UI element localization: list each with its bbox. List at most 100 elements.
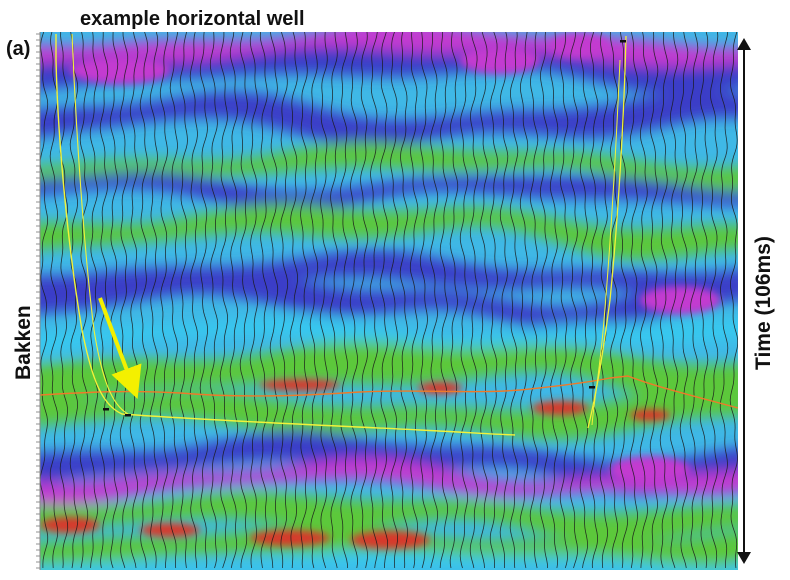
wiggle-trace bbox=[69, 32, 79, 569]
wiggle-trace bbox=[659, 32, 669, 569]
wiggle-trace bbox=[479, 32, 489, 569]
wiggle-trace bbox=[719, 32, 729, 568]
amplitude-band bbox=[40, 492, 738, 544]
wiggle-trace bbox=[399, 32, 409, 569]
wiggle-trace bbox=[179, 32, 189, 569]
wiggle-trace bbox=[199, 32, 208, 569]
well-marker bbox=[589, 386, 595, 389]
amplitude-band bbox=[40, 268, 738, 335]
wiggle-trace bbox=[499, 32, 509, 568]
amplitude-spot bbox=[610, 456, 690, 484]
well-marker bbox=[125, 414, 131, 417]
wiggle-trace bbox=[579, 32, 589, 569]
wiggle-trace bbox=[549, 32, 559, 569]
wiggle-trace bbox=[309, 32, 319, 569]
wiggle-trace bbox=[329, 32, 339, 569]
wiggle-trace bbox=[149, 32, 159, 569]
wiggle-trace bbox=[269, 32, 279, 569]
amplitude-band bbox=[40, 172, 738, 213]
wiggle-trace bbox=[729, 32, 738, 569]
well-marker bbox=[620, 40, 626, 43]
wiggle-trace bbox=[599, 32, 609, 569]
wiggle-trace bbox=[459, 32, 469, 569]
wiggle-trace bbox=[259, 32, 269, 569]
time-tick-ruler bbox=[36, 33, 40, 569]
high-amplitude-spots bbox=[40, 33, 720, 549]
wiggle-trace bbox=[589, 32, 599, 569]
wiggle-trace bbox=[139, 32, 149, 569]
wiggle-trace bbox=[569, 32, 579, 569]
wiggle-trace bbox=[89, 32, 99, 569]
wiggle-trace bbox=[559, 32, 569, 569]
well-path-left bbox=[55, 34, 516, 436]
wiggle-trace bbox=[119, 32, 129, 569]
wiggle-trace bbox=[529, 32, 539, 569]
well-marker bbox=[103, 408, 109, 411]
wiggle-trace bbox=[109, 32, 119, 569]
wiggle-trace bbox=[439, 32, 449, 569]
amplitude-spot bbox=[70, 56, 170, 84]
amplitude-spot bbox=[260, 379, 340, 391]
wiggle-trace bbox=[189, 32, 199, 569]
wiggle-trace bbox=[79, 32, 89, 569]
wiggle-trace bbox=[99, 32, 109, 569]
amplitude-band bbox=[40, 90, 738, 147]
wiggle-trace bbox=[249, 32, 259, 569]
wiggle-trace bbox=[679, 32, 689, 569]
wiggle-trace bbox=[239, 32, 249, 568]
wiggle-trace bbox=[639, 32, 649, 569]
wiggle-trace bbox=[469, 32, 479, 569]
wiggle-trace bbox=[489, 32, 499, 569]
bakken-horizon bbox=[40, 375, 738, 409]
amplitude-band bbox=[40, 46, 738, 95]
wiggle-traces bbox=[40, 32, 738, 569]
amplitude-band bbox=[40, 315, 738, 357]
amplitude-spot bbox=[630, 409, 670, 421]
wiggle-trace bbox=[669, 32, 679, 569]
wiggle-trace bbox=[389, 32, 399, 569]
wiggle-trace bbox=[169, 32, 179, 569]
wiggle-trace bbox=[359, 32, 369, 569]
wiggle-trace bbox=[159, 32, 169, 569]
figure-title: example horizontal well bbox=[80, 8, 305, 30]
amplitude-band bbox=[40, 550, 738, 570]
wiggle-trace bbox=[209, 32, 219, 569]
wiggle-trace bbox=[219, 32, 228, 569]
wiggle-trace bbox=[339, 32, 349, 569]
wiggle-trace bbox=[509, 32, 519, 569]
wiggle-trace bbox=[59, 32, 69, 569]
wiggle-trace bbox=[369, 32, 379, 569]
wiggle-trace bbox=[629, 32, 639, 569]
wiggle-trace bbox=[349, 32, 359, 569]
wiggle-trace bbox=[379, 32, 389, 569]
wiggle-trace bbox=[709, 32, 719, 569]
wiggle-trace bbox=[429, 32, 439, 569]
wiggle-trace bbox=[649, 32, 659, 569]
wiggle-trace bbox=[699, 32, 709, 569]
wiggle-trace bbox=[319, 32, 329, 569]
amplitude-spot bbox=[350, 531, 430, 549]
yellow-arrow-icon bbox=[98, 297, 142, 399]
wiggle-trace bbox=[539, 32, 549, 569]
panel-label: (a) bbox=[6, 38, 31, 60]
amplitude-band bbox=[40, 250, 738, 304]
amplitude-spot bbox=[460, 46, 540, 74]
amplitude-spot bbox=[140, 523, 200, 537]
wiggle-trace bbox=[129, 32, 139, 569]
wiggle-trace bbox=[419, 32, 429, 569]
well-path-left-2 bbox=[71, 33, 129, 415]
wiggle-trace bbox=[229, 32, 239, 569]
wiggle-trace bbox=[609, 32, 619, 568]
wiggle-trace bbox=[689, 32, 699, 569]
amplitude-spot bbox=[250, 530, 330, 546]
time-extent-arrow-icon bbox=[737, 38, 751, 564]
amplitude-spot bbox=[550, 33, 610, 57]
wiggle-trace bbox=[289, 32, 298, 569]
amplitude-spot bbox=[640, 286, 720, 314]
amplitude-spot bbox=[532, 401, 588, 415]
wiggle-trace bbox=[449, 32, 459, 569]
wiggle-trace bbox=[299, 32, 309, 569]
wiggle-trace bbox=[619, 32, 629, 569]
amplitude-spot bbox=[40, 517, 100, 533]
amplitude-band bbox=[40, 341, 738, 408]
